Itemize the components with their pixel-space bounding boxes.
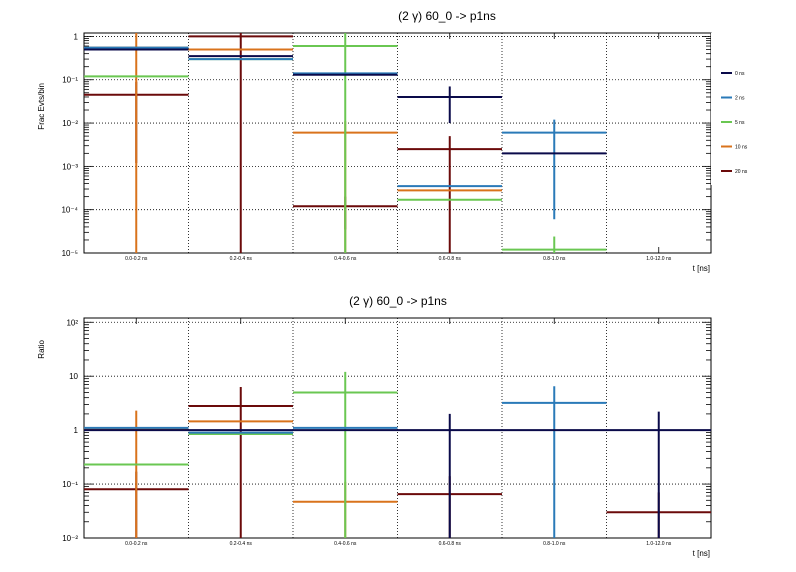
top-x-tick-label: 1.0-12.0 ns [646, 256, 672, 262]
legend-box [711, 33, 759, 185]
top-chart-title: (2 γ) 60_0 -> p1ns [398, 9, 496, 23]
top-y-tick-label: 10⁻³ [62, 162, 78, 171]
top-y-axis-label: Frac Evts/bin [37, 83, 46, 130]
top-x-axis-label: t [ns] [693, 264, 710, 273]
top-y-tick-label: 10⁻² [62, 119, 78, 128]
bottom-y-tick-label: 10⁻² [62, 534, 78, 543]
top-x-tick-label: 0.4-0.6 ns [334, 256, 357, 262]
bottom-x-tick-label: 0.8-1.0 ns [543, 541, 566, 547]
bottom-x-tick-label: 0.2-0.4 ns [230, 541, 253, 547]
bottom-y-tick-label: 10² [66, 318, 78, 327]
bottom-panel: (2 γ) 60_0 -> p1ns Ratio 10² 10 1 10⁻¹ 10⁻² 0… [37, 294, 712, 558]
bottom-y-tick-label: 10 [69, 372, 78, 381]
legend-label: 0 ns [735, 71, 745, 77]
legend-label: 2 ns [735, 96, 745, 102]
bottom-chart-title: (2 γ) 60_0 -> p1ns [349, 294, 447, 308]
bottom-y-axis-label: Ratio [37, 339, 46, 358]
bottom-x-tick-label: 0.0-0.2 ns [125, 541, 148, 547]
top-x-tick-label: 0.2-0.4 ns [230, 256, 253, 262]
bottom-x-tick-label: 1.0-12.0 ns [646, 541, 672, 547]
top-x-tick-label: 0.6-0.8 ns [439, 256, 462, 262]
bottom-y-tick-label: 1 [74, 426, 79, 435]
top-x-tick-label: 0.0-0.2 ns [125, 256, 148, 262]
top-y-tick-label: 10⁻¹ [62, 76, 78, 85]
bottom-plot-area: 10² 10 1 10⁻¹ 10⁻² 0.0-0.2 ns 0.2-0.4 ns 0.4-0.… [62, 317, 712, 547]
top-y-tick-label: 10⁻⁴ [61, 206, 78, 215]
top-y-tick-label: 10⁻⁵ [62, 249, 78, 258]
top-panel: (2 γ) 60_0 -> p1ns Frac Evts/bin 1 10⁻¹ 10… [37, 9, 712, 273]
top-x-tick-label: 0.8-1.0 ns [543, 256, 566, 262]
bottom-x-tick-label: 0.4-0.6 ns [334, 541, 357, 547]
legend-label: 5 ns [735, 120, 745, 126]
top-y-tick-label: 1 [74, 32, 79, 41]
legend-label: 20 ns [735, 169, 748, 175]
legend-label: 10 ns [735, 145, 748, 151]
bottom-x-tick-label: 0.6-0.8 ns [439, 541, 462, 547]
legend: 0 ns 2 ns 5 ns 10 ns 20 ns [711, 33, 759, 185]
top-plot-area: 1 10⁻¹ 10⁻² 10⁻³ 10⁻⁴ 10⁻⁵ 0.0-0.2 ns 0.2-0.4 n… [61, 32, 712, 262]
bottom-x-axis-label: t [ns] [693, 549, 710, 558]
bottom-y-tick-label: 10⁻¹ [62, 480, 78, 489]
